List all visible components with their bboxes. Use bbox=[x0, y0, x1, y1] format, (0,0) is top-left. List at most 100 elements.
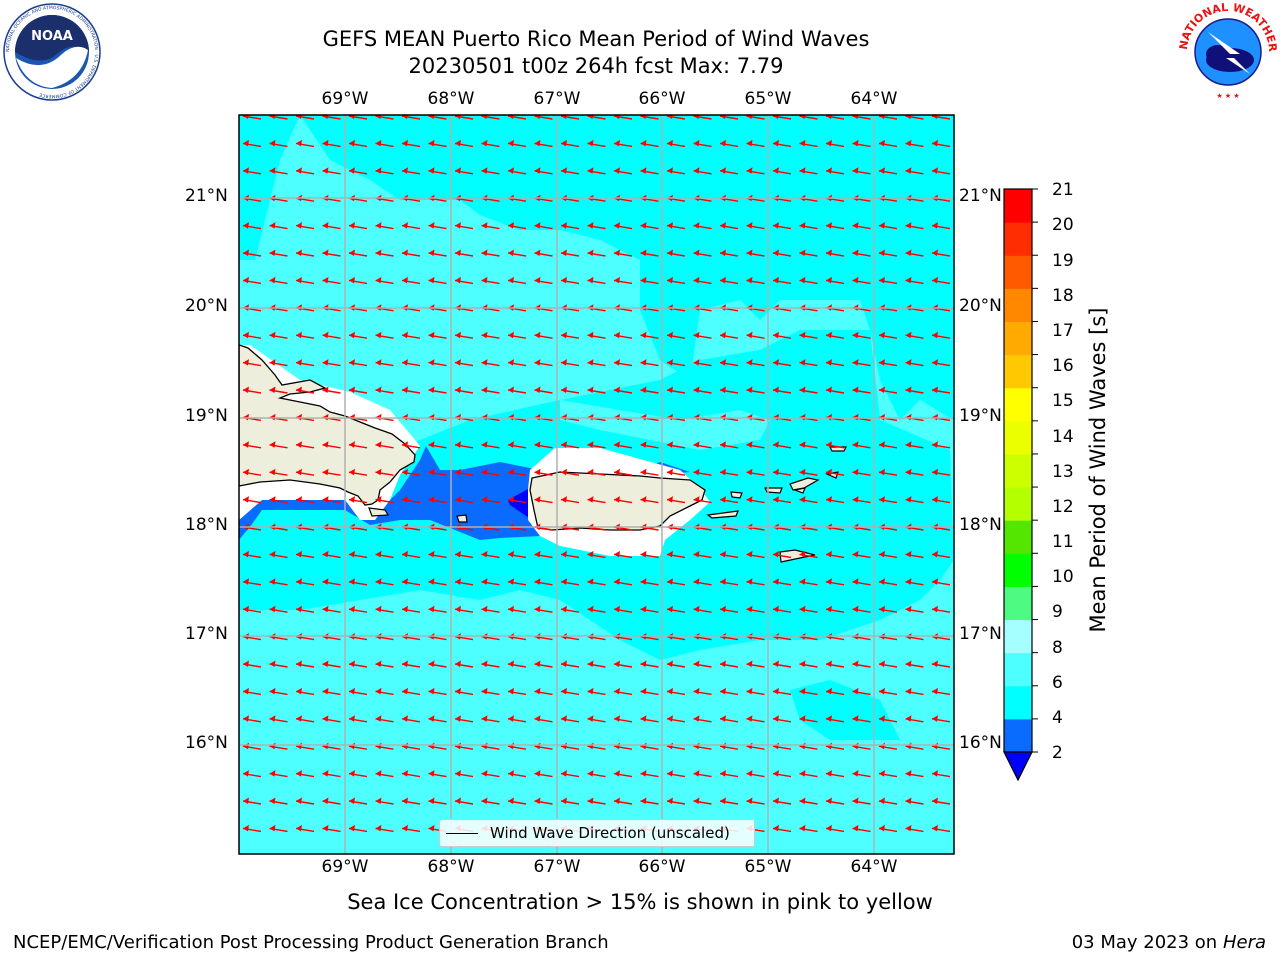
colorbar-title: Mean Period of Wind Waves [s] bbox=[1086, 307, 1110, 633]
lat-label-left: 17°N bbox=[185, 624, 228, 644]
wave-direction-arrow bbox=[295, 139, 315, 148]
colorbar-tick-label: 11 bbox=[1052, 532, 1074, 552]
wave-direction-arrow bbox=[401, 331, 421, 339]
wave-direction-arrow bbox=[401, 468, 421, 476]
wave-direction-arrow bbox=[481, 441, 500, 449]
wave-direction-arrow bbox=[401, 660, 421, 668]
wave-direction-arrow bbox=[931, 578, 951, 586]
wave-direction-arrow bbox=[587, 770, 606, 778]
wave-direction-arrow bbox=[772, 578, 792, 586]
wave-direction-arrow bbox=[295, 578, 315, 586]
wave-direction-arrow bbox=[454, 359, 474, 367]
wave-direction-arrow bbox=[825, 824, 845, 833]
wave-direction-arrow bbox=[746, 770, 765, 778]
colorbar-segment bbox=[1004, 222, 1032, 256]
wave-direction-arrow bbox=[719, 249, 739, 257]
wave-direction-arrow bbox=[905, 468, 924, 476]
wave-direction-arrow bbox=[825, 797, 845, 805]
wave-direction-arrow bbox=[481, 468, 500, 476]
wave-direction-arrow bbox=[454, 441, 474, 449]
wave-direction-arrow bbox=[931, 359, 951, 367]
wave-direction-arrow bbox=[454, 276, 474, 285]
wave-direction-arrow bbox=[640, 222, 659, 230]
wave-direction-arrow bbox=[613, 550, 633, 559]
lat-label-right: 19°N bbox=[959, 406, 1002, 426]
lat-label-right: 18°N bbox=[959, 515, 1002, 535]
svg-text:★ ★ ★: ★ ★ ★ bbox=[1216, 92, 1239, 100]
colorbar-segment bbox=[1004, 586, 1032, 621]
wave-direction-arrow bbox=[746, 115, 765, 120]
wave-direction-arrow bbox=[931, 605, 951, 613]
wave-direction-arrow bbox=[825, 115, 845, 120]
wave-direction-arrow bbox=[825, 167, 845, 175]
wave-direction-arrow bbox=[507, 715, 527, 723]
wave-direction-arrow bbox=[693, 249, 712, 257]
wave-direction-arrow bbox=[454, 468, 474, 476]
wave-direction-arrow bbox=[560, 167, 580, 175]
wave-direction-arrow bbox=[348, 386, 368, 394]
wave-direction-arrow bbox=[401, 222, 421, 230]
wave-direction-arrow bbox=[322, 687, 341, 696]
wave-direction-arrow bbox=[905, 660, 924, 668]
wave-direction-arrow bbox=[719, 578, 739, 586]
wave-direction-arrow bbox=[905, 605, 924, 613]
wave-direction-arrow bbox=[269, 222, 288, 230]
wave-direction-arrow bbox=[375, 167, 394, 175]
colorbar-segment bbox=[1004, 718, 1032, 753]
wave-direction-arrow bbox=[852, 441, 871, 449]
wave-direction-arrow bbox=[852, 167, 871, 175]
wave-direction-arrow bbox=[428, 687, 447, 696]
wave-direction-arrow bbox=[666, 115, 686, 120]
wave-direction-arrow bbox=[507, 276, 527, 285]
wave-direction-arrow bbox=[401, 167, 421, 175]
wave-direction-arrow bbox=[534, 249, 553, 257]
wave-direction-arrow bbox=[481, 687, 500, 696]
wave-direction-arrow bbox=[507, 386, 527, 394]
wave-direction-arrow bbox=[242, 687, 262, 696]
wave-direction-arrow bbox=[852, 687, 871, 696]
wave-direction-arrow bbox=[799, 715, 818, 723]
period-field-below-2 bbox=[508, 488, 532, 520]
wave-direction-arrow bbox=[905, 578, 924, 586]
wave-direction-arrow bbox=[507, 797, 527, 805]
wave-direction-arrow bbox=[507, 660, 527, 668]
wave-direction-arrow bbox=[375, 824, 394, 833]
wave-direction-arrow bbox=[507, 687, 527, 696]
wave-direction-arrow bbox=[322, 359, 341, 367]
wave-direction-arrow bbox=[799, 222, 818, 230]
colorbar-segment bbox=[1004, 520, 1032, 554]
chart-subtitle: 20230501 t00z 264h fcst Max: 7.79 bbox=[408, 54, 784, 78]
wave-direction-arrow bbox=[242, 824, 262, 833]
wave-direction-arrow bbox=[799, 441, 818, 449]
lat-label-left: 19°N bbox=[185, 406, 228, 426]
wave-direction-arrow bbox=[640, 468, 659, 476]
wave-direction-arrow bbox=[481, 249, 500, 257]
wave-direction-arrow bbox=[322, 578, 341, 586]
map-legend: Wind Wave Direction (unscaled) bbox=[439, 819, 755, 847]
colorbar-tick-label: 13 bbox=[1052, 462, 1074, 482]
period-field-4-6-west bbox=[239, 115, 300, 260]
wave-direction-arrow bbox=[931, 770, 951, 778]
wave-direction-arrow bbox=[693, 222, 712, 230]
wave-direction-arrow bbox=[666, 468, 686, 476]
wave-direction-arrow bbox=[560, 605, 580, 613]
wave-direction-arrow bbox=[772, 249, 792, 257]
wave-direction-arrow bbox=[454, 797, 474, 805]
virgin-islands bbox=[706, 446, 847, 563]
wave-direction-arrow bbox=[693, 386, 712, 394]
wave-direction-arrow bbox=[746, 578, 765, 586]
wave-direction-arrow bbox=[719, 715, 739, 723]
wave-direction-arrow bbox=[878, 331, 898, 339]
wave-direction-arrow bbox=[534, 359, 553, 367]
wave-direction-arrow bbox=[640, 167, 659, 175]
wave-direction-arrow bbox=[905, 550, 924, 559]
wave-direction-arrow bbox=[481, 550, 500, 559]
wave-direction-arrow bbox=[852, 276, 871, 285]
wave-direction-arrow bbox=[534, 331, 553, 339]
wave-direction-arrow bbox=[560, 715, 580, 723]
wave-direction-arrow bbox=[401, 687, 421, 696]
wave-direction-arrow bbox=[534, 496, 553, 504]
wave-direction-arrow bbox=[560, 331, 580, 339]
wave-direction-arrow bbox=[852, 359, 871, 367]
